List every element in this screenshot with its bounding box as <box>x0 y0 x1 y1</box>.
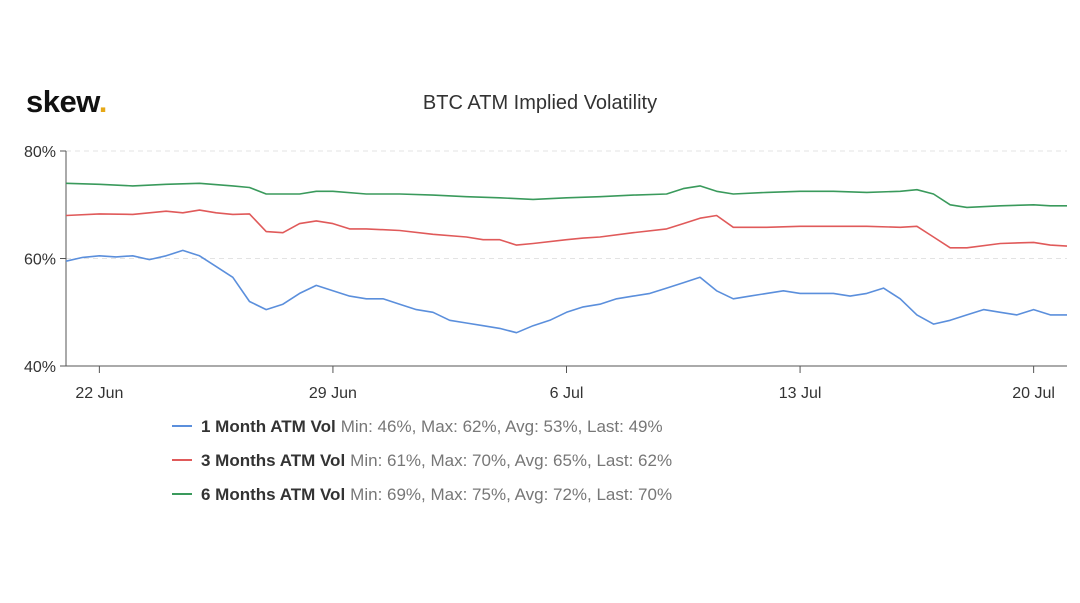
series-line-3 <box>65 182 1067 209</box>
x-tick-labels: 22 Jun 29 Jun 6 Jul 13 Jul 20 Jul <box>75 385 1055 402</box>
y-tick-label: 40% <box>24 359 56 376</box>
x-tick-label: 22 Jun <box>75 385 123 402</box>
y-tick-labels: 80% 60% 40% <box>24 144 56 376</box>
legend-swatch <box>172 424 192 427</box>
logo-text: skew <box>26 84 99 119</box>
legend-swatch <box>172 458 192 461</box>
x-tick-label: 13 Jul <box>779 385 822 402</box>
legend-series-stats: Min: 61%, Max: 70%, Avg: 65%, Last: 62% <box>350 451 673 470</box>
series-line-2 <box>65 209 1068 249</box>
x-tick-label: 29 Jun <box>309 385 357 402</box>
series-line-1 <box>65 249 1067 334</box>
legend-series-stats: Min: 46%, Max: 62%, Avg: 53%, Last: 49% <box>340 417 663 436</box>
gridlines <box>66 150 1067 259</box>
legend-swatch <box>172 492 192 495</box>
x-tick-label: 20 Jul <box>1012 385 1055 402</box>
skew-logo: skew. <box>26 84 107 120</box>
legend-series-stats: Min: 69%, Max: 75%, Avg: 72%, Last: 70% <box>350 485 673 504</box>
legend-item-3[interactable]: 6 Months ATM Vol Min: 69%, Max: 75%, Avg:… <box>172 484 672 518</box>
legend-item-2[interactable]: 3 Months ATM Vol Min: 61%, Max: 70%, Avg:… <box>172 450 672 484</box>
y-tick-label: 60% <box>24 252 56 269</box>
x-tick-label: 6 Jul <box>550 385 584 402</box>
logo-dot: . <box>98 84 108 119</box>
legend-item-1[interactable]: 1 Month ATM Vol Min: 46%, Max: 62%, Avg: … <box>172 416 672 450</box>
legend-series-name: 1 Month ATM Vol <box>201 417 336 436</box>
legend-series-name: 6 Months ATM Vol <box>201 485 346 504</box>
legend-series-name: 3 Months ATM Vol <box>201 451 346 470</box>
chart-title: BTC ATM Implied Volatility <box>422 92 658 114</box>
legend: 1 Month ATM Vol Min: 46%, Max: 62%, Avg: … <box>172 416 672 518</box>
axes <box>60 150 1067 373</box>
series-lines <box>65 182 1068 334</box>
y-tick-label: 80% <box>24 144 56 161</box>
